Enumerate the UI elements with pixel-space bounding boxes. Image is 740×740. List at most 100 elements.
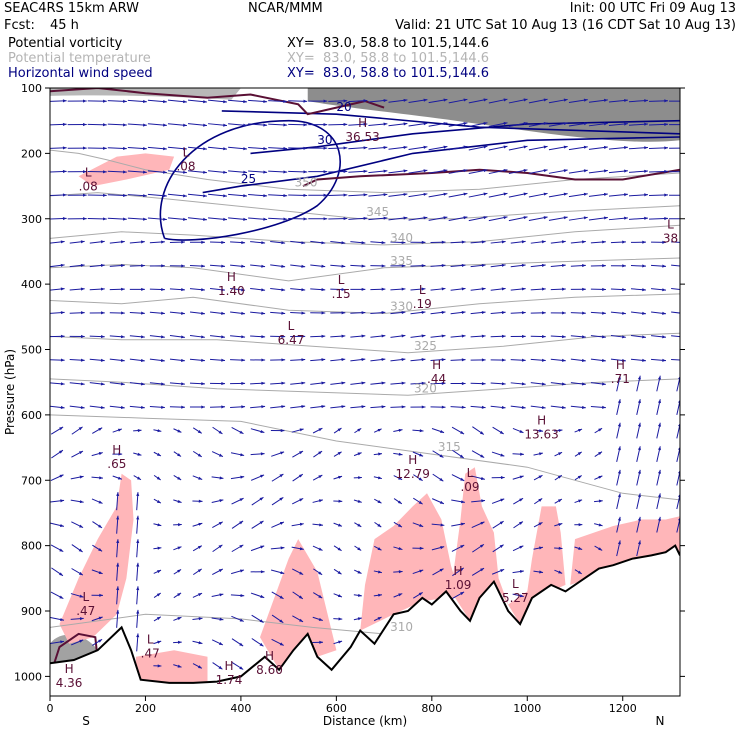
wind-vector [147, 123, 167, 127]
wind-vector [374, 545, 382, 551]
wind-vector [230, 311, 246, 315]
wind-vector [147, 170, 167, 174]
wind-vector [388, 216, 408, 221]
model-title: SEAC4RS 15km ARW [4, 1, 140, 16]
wind-vector [147, 146, 167, 151]
wind-vector [173, 428, 182, 433]
wind-vector [67, 193, 87, 197]
wind-vector [472, 543, 485, 553]
wind-vector [248, 217, 268, 221]
wind-vector [468, 192, 488, 198]
wind-vector [608, 98, 628, 103]
extreme-kind-label: H [65, 662, 74, 676]
wind-vector [530, 311, 546, 315]
wind-vector [393, 521, 403, 528]
wind-vector [490, 358, 506, 362]
wind-vector [87, 193, 107, 197]
wind-vector [173, 569, 182, 575]
wind-vector [671, 359, 680, 361]
wind-vector [594, 523, 603, 527]
wind-vector [393, 452, 403, 456]
wind-vector [512, 545, 524, 552]
wind-vector [268, 99, 288, 103]
field-xy-wind: XY= 83.0, 58.8 to 101.5,144.6 [287, 66, 490, 81]
wind-vector [373, 476, 383, 480]
wind-vector [127, 123, 147, 127]
wind-vector [448, 216, 468, 221]
wind-vector [129, 264, 145, 268]
wind-vector [91, 498, 103, 504]
wind-vector [290, 358, 306, 362]
wind-vector [373, 452, 383, 456]
wind-vector [350, 264, 366, 268]
wind-vector [330, 405, 346, 409]
wind-vector [588, 216, 608, 221]
wind-vector [250, 570, 265, 574]
wind-vector [89, 358, 105, 362]
field-xy-theta: XY= 83.0, 58.8 to 101.5,144.6 [287, 51, 490, 66]
x-tick-label: 1000 [513, 702, 541, 715]
theta-contour-label: 350 [295, 175, 318, 189]
pv-contour [50, 88, 385, 116]
wind-vector [167, 123, 187, 127]
wind-vector [87, 146, 107, 150]
wind-vector [410, 310, 426, 315]
wind-vector [192, 640, 203, 645]
wind-vector [292, 473, 304, 482]
wind-vector [470, 358, 486, 362]
extreme-kind-label: H [537, 414, 546, 428]
wind-vector [354, 427, 362, 434]
wind-vector [91, 593, 103, 597]
wind-vector [450, 287, 466, 291]
wind-vector [408, 216, 428, 221]
wind-vector [491, 476, 505, 480]
wind-vector [189, 335, 205, 339]
pv-fill-region [135, 650, 208, 683]
wind-vector [330, 264, 346, 268]
wind-vector [651, 335, 667, 339]
wind-vector [288, 170, 308, 174]
wind-vector [208, 170, 228, 174]
wind-vector [616, 399, 621, 415]
wind-vector [388, 122, 408, 127]
wind-vector [431, 428, 445, 434]
wind-vector [393, 546, 403, 551]
wind-vector [388, 98, 408, 103]
wind-vector [610, 335, 626, 339]
wind-vector [230, 452, 245, 457]
wind-vector [271, 497, 284, 506]
wind-vector [50, 334, 65, 338]
wind-vector [116, 562, 120, 581]
extreme-value-label: 1.09 [445, 578, 472, 592]
wind-vector [288, 217, 308, 221]
wind-vector [368, 193, 388, 197]
x-end-label-south: S [82, 714, 90, 728]
wind-vector [554, 451, 563, 457]
wind-vector [187, 217, 207, 221]
wind-vector [89, 287, 105, 291]
wind-vector [490, 405, 506, 409]
theta-contour [50, 192, 680, 220]
wind-vector [270, 358, 286, 362]
theta-contour-label: 320 [414, 381, 437, 395]
wind-vector [348, 169, 368, 173]
wind-vector [211, 499, 224, 504]
wind-vector [570, 311, 586, 315]
wind-vector [533, 452, 544, 456]
extreme-kind-label: H [454, 564, 463, 578]
wind-vector [50, 591, 64, 600]
wind-vector [310, 358, 326, 362]
wind-vector [388, 145, 408, 150]
wind-vector [636, 493, 641, 510]
wind-vector [330, 358, 346, 362]
wind-vector [167, 193, 187, 198]
wind-vector [310, 334, 326, 338]
wind-vector [69, 358, 85, 362]
wind-vector [330, 240, 346, 245]
wind-vector [50, 146, 67, 150]
wind-vector [169, 264, 185, 268]
wind-vector [610, 264, 626, 268]
wind-vector [71, 521, 84, 529]
wind-vector [570, 405, 586, 409]
wind-vector [548, 192, 568, 198]
